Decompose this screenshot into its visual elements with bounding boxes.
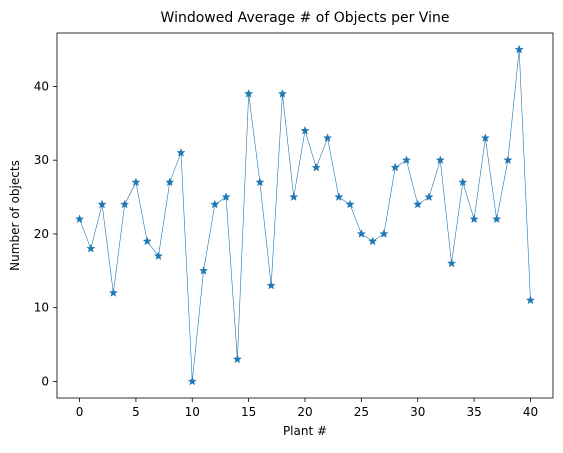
data-point-star	[503, 155, 513, 165]
x-tick-label: 0	[76, 405, 84, 419]
data-point-star	[165, 177, 175, 187]
data-point-star	[289, 192, 299, 201]
data-point-star	[458, 177, 468, 187]
data-point-star	[187, 376, 197, 386]
data-point-star	[153, 251, 163, 260]
data-point-star	[356, 229, 366, 238]
x-tick-label: 40	[523, 405, 538, 419]
data-point-star	[401, 155, 411, 165]
data-point-star	[514, 44, 524, 54]
x-tick-label: 25	[354, 405, 369, 419]
data-point-star	[447, 258, 457, 268]
data-point-star	[300, 125, 310, 135]
data-point-star	[142, 236, 152, 246]
x-tick-label: 20	[297, 405, 312, 419]
data-point-star	[232, 354, 242, 364]
x-tick-label: 30	[410, 405, 425, 419]
x-tick-label: 5	[132, 405, 140, 419]
data-point-star	[277, 89, 287, 98]
y-tick-label: 30	[34, 153, 49, 167]
x-tick-label: 15	[241, 405, 256, 419]
y-tick-label: 0	[41, 374, 49, 388]
data-point-star	[176, 148, 186, 157]
data-point-star	[97, 199, 107, 209]
data-point-star	[108, 288, 118, 297]
x-tick-label: 35	[466, 405, 481, 419]
data-point-star	[323, 133, 333, 142]
x-axis-label: Plant #	[283, 424, 327, 438]
y-tick-label: 20	[34, 227, 49, 241]
x-tick-label: 10	[185, 405, 200, 419]
data-point-star	[266, 280, 276, 290]
data-point-star	[199, 266, 209, 275]
data-point-star	[131, 177, 141, 187]
data-point-star	[75, 214, 85, 224]
data-point-star	[469, 214, 479, 224]
data-point-star	[480, 133, 490, 142]
data-point-star	[120, 199, 130, 209]
data-point-star	[311, 162, 321, 172]
data-point-star	[86, 243, 96, 253]
data-point-star	[345, 199, 355, 209]
data-point-star	[424, 192, 434, 201]
y-axis: 0 10 20 30 40	[34, 79, 57, 388]
data-point-star	[368, 236, 378, 246]
data-point-star	[221, 192, 231, 201]
data-point-star	[244, 89, 254, 98]
x-axis: 0 5 10 15 20 25 30 35 40	[76, 398, 538, 419]
data-point-star	[210, 199, 220, 209]
y-tick-label: 10	[34, 301, 49, 315]
data-point-star	[492, 214, 502, 224]
plot-area	[75, 44, 535, 386]
data-point-star	[525, 295, 535, 305]
data-point-star	[435, 155, 445, 165]
y-tick-label: 40	[34, 79, 49, 93]
data-point-star	[255, 177, 265, 187]
data-point-star	[413, 199, 423, 209]
data-point-star	[334, 192, 344, 201]
data-point-star	[379, 229, 389, 238]
data-point-star	[390, 162, 400, 172]
chart-title: Windowed Average # of Objects per Vine	[161, 10, 450, 26]
y-axis-label: Number of objects	[8, 160, 22, 271]
